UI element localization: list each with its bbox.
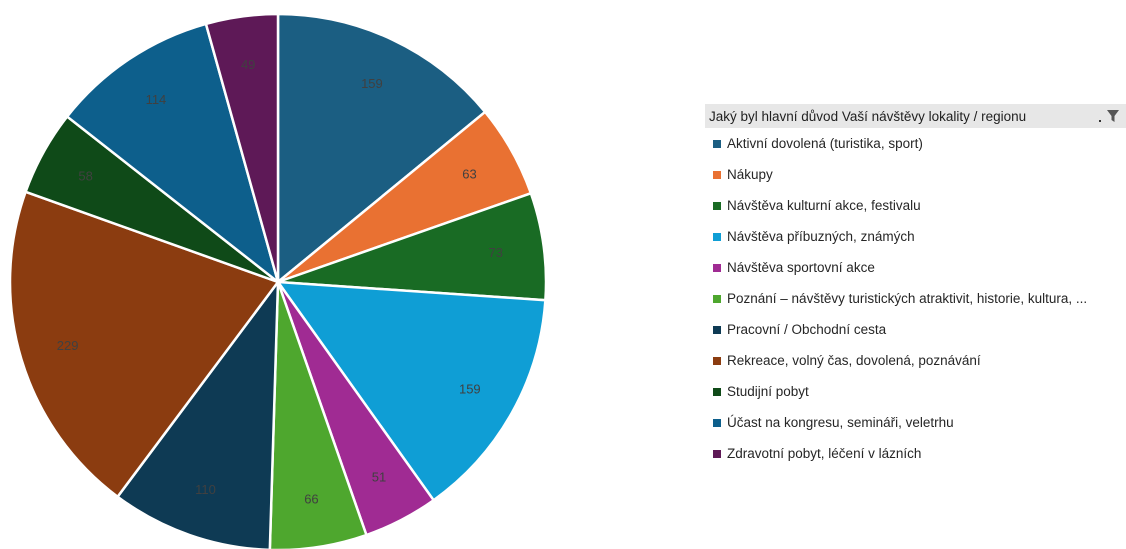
- legend-items: Aktivní dovolená (turistika, sport) Nákup…: [705, 128, 1126, 469]
- legend-swatch: [713, 325, 721, 334]
- slice-value-label: 114: [146, 92, 167, 107]
- legend-label: Studijní pobyt: [727, 384, 809, 399]
- legend-item[interactable]: Poznání – návštěvy turistických atraktiv…: [705, 283, 1126, 314]
- legend-item[interactable]: Rekreace, volný čas, dovolená, poznávání: [705, 345, 1126, 376]
- pie-chart: 159 63 73 159 51 66 110 229 58 114 49: [8, 12, 548, 549]
- slice-value-label: 49: [241, 57, 255, 72]
- legend-label: Návštěva příbuzných, známých: [727, 229, 915, 244]
- legend: Jaký byl hlavní důvod Vaší návštěvy loka…: [705, 104, 1126, 469]
- legend-item[interactable]: Studijní pobyt: [705, 376, 1126, 407]
- legend-swatch: [713, 387, 721, 396]
- legend-title: Jaký byl hlavní důvod Vaší návštěvy loka…: [709, 108, 1027, 124]
- pie-slice[interactable]: [268, 281, 368, 549]
- slice-value-label: 110: [195, 482, 216, 497]
- slice-value-label: 73: [489, 245, 503, 260]
- slice-value-label: 63: [462, 167, 476, 182]
- pie-slice[interactable]: [115, 278, 280, 549]
- legend-label: Návštěva sportovní akce: [727, 260, 875, 275]
- pie-slice[interactable]: [204, 12, 280, 283]
- legend-item[interactable]: Účast na kongresu, semináři, veletrhu: [705, 407, 1126, 438]
- legend-item[interactable]: Návštěva kulturní akce, festivalu: [705, 190, 1126, 221]
- legend-label: Nákupy: [727, 167, 773, 182]
- pie-slice[interactable]: [276, 12, 487, 285]
- legend-item[interactable]: Nákupy: [705, 159, 1126, 190]
- legend-label: Aktivní dovolená (turistika, sport): [727, 136, 923, 151]
- slice-value-label: 159: [459, 382, 481, 397]
- slice-value-label: 58: [78, 168, 92, 183]
- legend-swatch: [713, 232, 721, 241]
- pie-slice[interactable]: [275, 280, 547, 502]
- legend-label: Poznání – návštěvy turistických atraktiv…: [727, 291, 1088, 306]
- legend-item[interactable]: Zdravotní pobyt, léčení v lázních: [705, 438, 1126, 469]
- slice-value-label: 159: [361, 76, 383, 91]
- legend-swatch: [713, 449, 721, 458]
- pie-slice[interactable]: [65, 22, 281, 286]
- legend-label: Pracovní / Obchodní cesta: [727, 322, 887, 337]
- funnel-filter-icon[interactable]: [1098, 108, 1120, 124]
- pie-slice[interactable]: [8, 190, 281, 499]
- legend-item[interactable]: Návštěva příbuzných, známých: [705, 221, 1126, 252]
- legend-swatch: [713, 294, 721, 303]
- legend-item[interactable]: Návštěva sportovní akce: [705, 252, 1126, 283]
- legend-swatch: [713, 263, 721, 272]
- slice-value-label: 229: [57, 338, 79, 353]
- legend-label: Návštěva kulturní akce, festivalu: [727, 198, 921, 213]
- legend-label: Účast na kongresu, semináři, veletrhu: [727, 415, 954, 430]
- slice-value-label: 51: [372, 470, 386, 485]
- legend-swatch: [713, 170, 721, 179]
- legend-item[interactable]: Pracovní / Obchodní cesta: [705, 314, 1126, 345]
- legend-item[interactable]: Aktivní dovolená (turistika, sport): [705, 128, 1126, 159]
- legend-swatch: [713, 201, 721, 210]
- slice-value-label: 66: [304, 492, 318, 507]
- legend-swatch: [713, 139, 721, 148]
- legend-swatch: [713, 356, 721, 365]
- legend-header: Jaký byl hlavní důvod Vaší návštěvy loka…: [705, 104, 1126, 128]
- legend-label: Zdravotní pobyt, léčení v lázních: [727, 446, 922, 461]
- legend-label: Rekreace, volný čas, dovolená, poznávání: [727, 353, 981, 368]
- legend-swatch: [713, 418, 721, 427]
